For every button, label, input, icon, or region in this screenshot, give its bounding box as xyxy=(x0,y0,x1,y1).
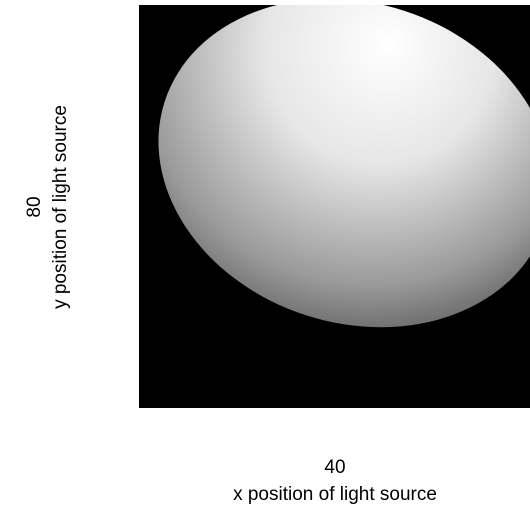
page: {"x_control": {"value": "40", "label": "… xyxy=(0,0,530,514)
y-control: 80 y position of light source xyxy=(24,105,71,309)
x-label: x position of light source xyxy=(233,484,437,505)
x-value: 40 xyxy=(324,457,345,478)
y-label: y position of light source xyxy=(50,105,71,309)
y-value: 80 xyxy=(24,196,45,217)
light-demo: 80 y position of light source 40 x posit… xyxy=(0,0,530,514)
